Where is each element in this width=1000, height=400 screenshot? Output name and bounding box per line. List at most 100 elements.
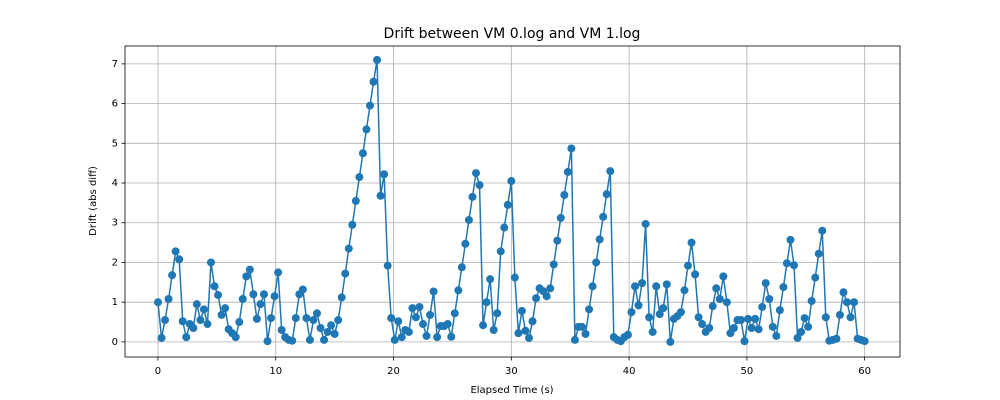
data-point: [344, 244, 353, 253]
data-point: [206, 258, 215, 267]
data-point: [599, 212, 608, 221]
data-point: [351, 196, 360, 205]
data-point: [645, 313, 654, 322]
data-point: [719, 272, 728, 281]
data-point: [623, 330, 632, 339]
data-point: [821, 313, 830, 322]
data-point: [309, 316, 318, 325]
data-point: [305, 335, 314, 344]
data-point: [602, 190, 611, 199]
data-point: [546, 284, 555, 293]
data-point: [199, 305, 208, 314]
data-point: [606, 167, 615, 176]
data-point: [461, 239, 470, 248]
data-point: [496, 247, 505, 256]
data-point: [503, 200, 512, 209]
data-point: [563, 167, 572, 176]
data-point: [288, 336, 297, 345]
data-point: [779, 283, 788, 292]
data-point: [334, 316, 343, 325]
data-point: [203, 320, 212, 329]
data-point: [259, 290, 268, 299]
data-point: [744, 314, 753, 323]
x-tick-label: 30: [505, 366, 518, 377]
data-point: [560, 190, 569, 199]
data-point: [747, 324, 756, 333]
data-point: [687, 238, 696, 247]
x-tick-label: 20: [387, 366, 400, 377]
data-point: [433, 333, 442, 342]
data-point: [761, 279, 770, 288]
data-point: [161, 316, 170, 325]
data-point: [182, 333, 191, 342]
data-point: [426, 310, 435, 319]
data-point: [500, 223, 509, 232]
data-point: [751, 314, 760, 323]
x-tick-label: 40: [623, 366, 636, 377]
data-point: [450, 309, 459, 318]
data-point: [256, 300, 265, 309]
data-point: [772, 331, 781, 340]
data-point: [330, 329, 339, 338]
data-point: [634, 301, 643, 310]
data-point: [507, 177, 516, 186]
data-point: [627, 308, 636, 317]
data-point: [168, 271, 177, 280]
data-point: [789, 261, 798, 270]
plot-frame: [124, 45, 901, 358]
data-point: [691, 270, 700, 279]
data-point: [630, 282, 639, 291]
data-point: [694, 313, 703, 322]
data-point: [157, 333, 166, 342]
data-point: [422, 331, 431, 340]
data-point: [659, 304, 668, 313]
data-point: [362, 125, 371, 134]
data-point: [740, 337, 749, 346]
x-tick-label: 0: [155, 366, 161, 377]
data-point: [249, 290, 258, 299]
data-point: [652, 282, 661, 291]
data-point: [464, 215, 473, 224]
data-point: [850, 298, 859, 307]
data-point: [683, 261, 692, 270]
data-point: [312, 309, 321, 318]
data-point: [832, 334, 841, 343]
y-axis-label: Drift (abs diff): [88, 166, 99, 236]
data-point: [415, 302, 424, 311]
data-point: [196, 316, 205, 325]
data-point: [818, 226, 827, 235]
data-point: [528, 317, 537, 326]
data-point: [323, 327, 332, 336]
data-point: [252, 314, 261, 323]
data-point: [521, 326, 530, 335]
data-point: [348, 220, 357, 229]
data-point: [736, 316, 745, 325]
data-point: [595, 235, 604, 244]
x-tick-label: 60: [858, 366, 871, 377]
x-tick-label: 10: [269, 366, 282, 377]
data-point: [242, 272, 251, 281]
data-point: [408, 304, 417, 313]
data-point: [705, 324, 714, 333]
data-point: [373, 55, 382, 64]
data-point: [549, 260, 558, 269]
data-point: [394, 317, 403, 326]
data-point: [316, 324, 325, 333]
data-point: [397, 333, 406, 342]
data-point: [291, 314, 300, 323]
data-point: [708, 302, 717, 311]
data-point: [846, 313, 855, 322]
data-point: [267, 314, 276, 323]
data-point: [514, 329, 523, 338]
data-point: [807, 296, 816, 305]
data-point: [479, 321, 488, 330]
data-point: [641, 219, 650, 228]
data-point: [217, 310, 226, 319]
data-point: [429, 287, 438, 296]
data-point: [666, 337, 675, 346]
data-point: [800, 314, 809, 323]
x-tick-label: 50: [741, 366, 754, 377]
data-point: [457, 263, 466, 272]
chart-title: Drift between VM 0.log and VM 1.log: [384, 26, 641, 42]
